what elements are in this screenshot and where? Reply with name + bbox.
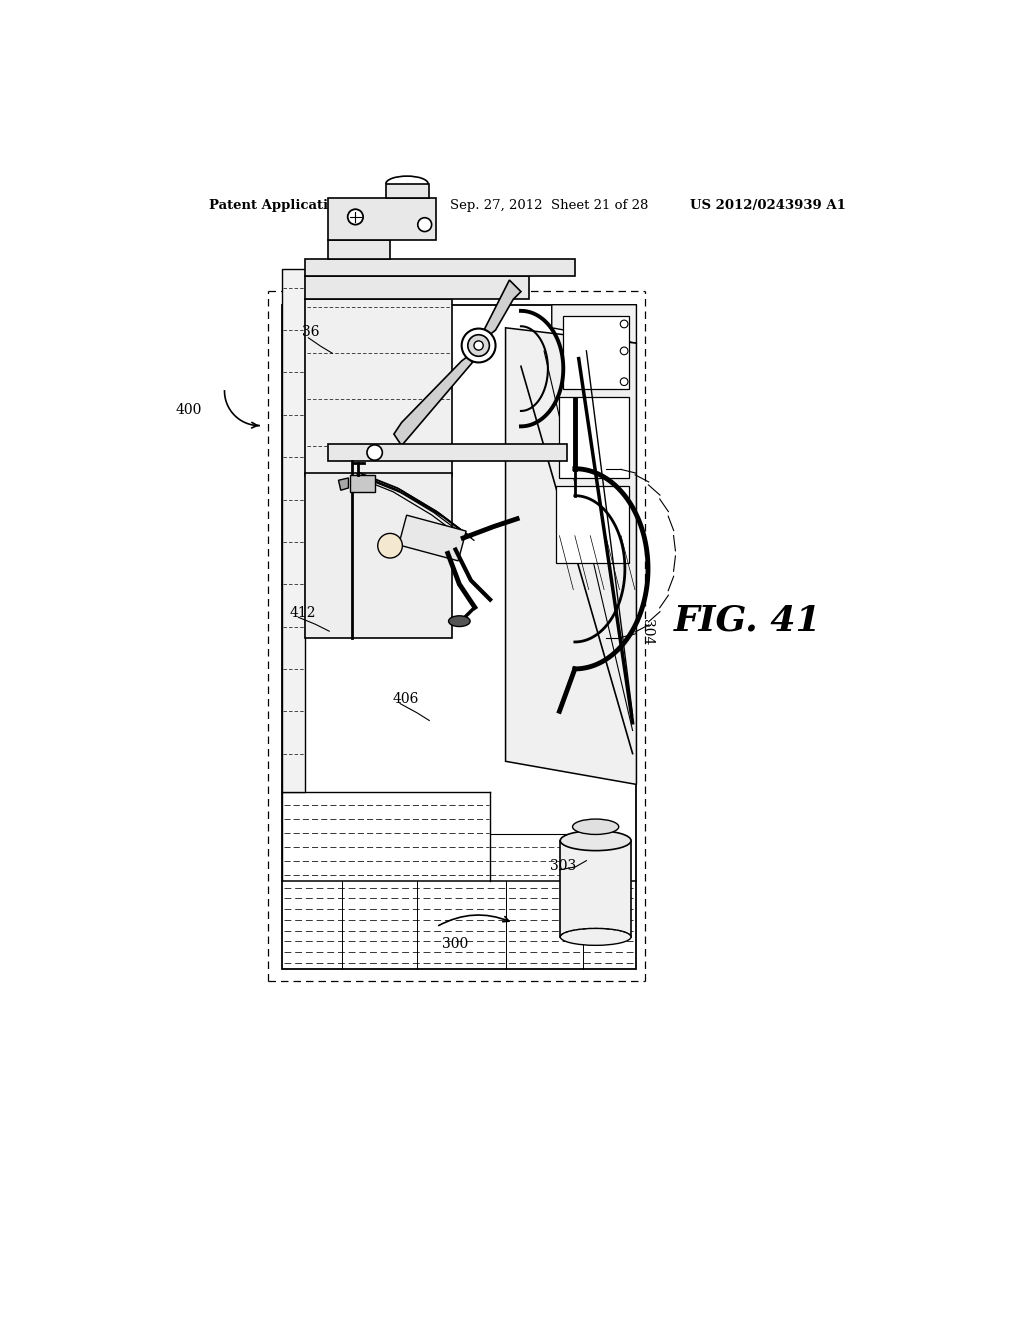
Text: FIG. 41: FIG. 41 xyxy=(674,603,821,638)
Bar xyxy=(563,317,629,389)
Circle shape xyxy=(474,341,483,350)
Circle shape xyxy=(621,347,628,355)
Bar xyxy=(386,183,429,198)
Polygon shape xyxy=(506,327,637,784)
Circle shape xyxy=(418,218,432,231)
Text: 406: 406 xyxy=(392,692,419,706)
Polygon shape xyxy=(484,280,521,337)
Bar xyxy=(283,268,305,792)
Bar xyxy=(283,305,637,969)
Text: 300: 300 xyxy=(442,937,469,950)
Bar xyxy=(305,276,528,300)
Polygon shape xyxy=(398,515,466,561)
Text: 36: 36 xyxy=(302,326,319,339)
Circle shape xyxy=(348,209,364,224)
Ellipse shape xyxy=(572,818,618,834)
Polygon shape xyxy=(394,356,472,446)
Ellipse shape xyxy=(560,928,631,945)
Bar xyxy=(556,486,629,562)
Circle shape xyxy=(468,335,489,356)
Bar xyxy=(305,473,452,638)
Circle shape xyxy=(621,378,628,385)
Ellipse shape xyxy=(560,830,631,850)
Polygon shape xyxy=(339,478,348,490)
Circle shape xyxy=(621,321,628,327)
Text: Sep. 27, 2012  Sheet 21 of 28: Sep. 27, 2012 Sheet 21 of 28 xyxy=(451,198,648,211)
Bar xyxy=(305,259,574,276)
Bar xyxy=(329,198,436,240)
Ellipse shape xyxy=(449,615,470,627)
Circle shape xyxy=(462,329,496,363)
Circle shape xyxy=(367,445,382,461)
Text: 304: 304 xyxy=(640,619,653,645)
Text: US 2012/0243939 A1: US 2012/0243939 A1 xyxy=(689,198,846,211)
Bar xyxy=(305,300,452,477)
Text: 412: 412 xyxy=(290,606,316,619)
Bar xyxy=(560,841,631,937)
Bar xyxy=(559,397,629,478)
Bar xyxy=(329,444,567,461)
Bar xyxy=(329,240,390,259)
Circle shape xyxy=(378,533,402,558)
Text: 303: 303 xyxy=(550,859,577,873)
Text: 400: 400 xyxy=(175,403,202,417)
Bar xyxy=(350,475,375,492)
Polygon shape xyxy=(552,305,637,343)
Text: Patent Application Publication: Patent Application Publication xyxy=(209,198,436,211)
